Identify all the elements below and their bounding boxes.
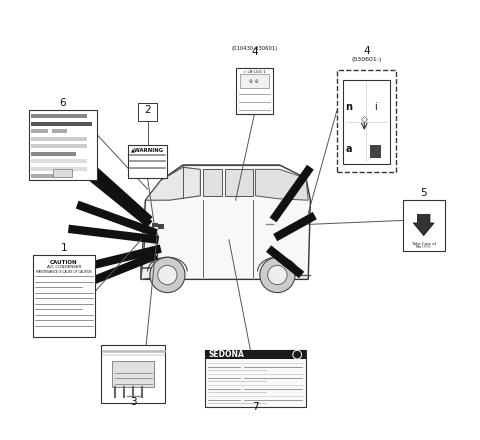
Bar xyxy=(370,145,381,158)
Text: (030601-): (030601-) xyxy=(351,58,382,62)
Text: n: n xyxy=(345,102,352,112)
Text: i: i xyxy=(374,102,377,112)
Bar xyxy=(205,350,306,359)
Polygon shape xyxy=(203,169,222,196)
Text: A/C CONDENSER: A/C CONDENSER xyxy=(47,265,81,269)
Circle shape xyxy=(158,265,177,285)
Text: MAINTENANCE IS CAUSE OF CAUTION: MAINTENANCE IS CAUSE OF CAUTION xyxy=(36,270,92,274)
Text: a: a xyxy=(346,143,352,154)
Bar xyxy=(52,129,67,133)
Bar xyxy=(31,114,87,118)
Polygon shape xyxy=(141,231,158,279)
Bar xyxy=(31,144,87,148)
Text: > LB·LGG·1: > LB·LGG·1 xyxy=(243,70,265,74)
Circle shape xyxy=(260,257,295,293)
Text: 3: 3 xyxy=(130,397,137,407)
Text: (010430-030601): (010430-030601) xyxy=(231,46,278,51)
Text: 4: 4 xyxy=(251,47,258,57)
Text: ⊕ ⊕: ⊕ ⊕ xyxy=(250,79,259,84)
FancyBboxPatch shape xyxy=(128,145,168,178)
FancyBboxPatch shape xyxy=(343,80,390,164)
Text: Me (!!!!): Me (!!!!) xyxy=(417,246,431,249)
Bar xyxy=(158,224,164,229)
FancyBboxPatch shape xyxy=(53,169,72,177)
FancyBboxPatch shape xyxy=(33,255,95,337)
Bar xyxy=(31,174,57,178)
FancyBboxPatch shape xyxy=(337,70,396,172)
Polygon shape xyxy=(140,210,144,216)
FancyBboxPatch shape xyxy=(142,227,153,235)
FancyBboxPatch shape xyxy=(29,110,97,180)
FancyBboxPatch shape xyxy=(205,350,306,407)
Bar xyxy=(31,137,87,141)
Text: CAUTION: CAUTION xyxy=(50,260,78,264)
Text: 1: 1 xyxy=(60,243,67,253)
Text: 7: 7 xyxy=(252,402,259,412)
Bar xyxy=(31,151,76,155)
Polygon shape xyxy=(141,165,311,279)
Text: 6: 6 xyxy=(60,98,66,108)
Polygon shape xyxy=(413,214,434,236)
Bar xyxy=(31,159,87,163)
FancyBboxPatch shape xyxy=(240,74,269,88)
Text: 4: 4 xyxy=(363,46,370,56)
Circle shape xyxy=(150,257,185,293)
FancyBboxPatch shape xyxy=(138,103,157,121)
Text: ▲WARNING: ▲WARNING xyxy=(131,148,164,153)
Bar xyxy=(152,223,158,227)
Text: ◇: ◇ xyxy=(361,115,368,124)
Bar xyxy=(31,129,48,133)
Text: 5: 5 xyxy=(420,188,427,198)
Polygon shape xyxy=(225,169,253,196)
Bar xyxy=(31,122,92,126)
FancyBboxPatch shape xyxy=(112,362,154,387)
Text: SEDONA: SEDONA xyxy=(208,350,244,359)
Text: Take Care of: Take Care of xyxy=(412,242,436,246)
FancyBboxPatch shape xyxy=(236,68,273,114)
FancyBboxPatch shape xyxy=(403,200,444,251)
Bar xyxy=(31,167,87,171)
Polygon shape xyxy=(255,169,308,200)
Polygon shape xyxy=(145,167,200,200)
FancyBboxPatch shape xyxy=(101,345,165,403)
Circle shape xyxy=(268,265,287,285)
Text: 2: 2 xyxy=(144,105,151,115)
